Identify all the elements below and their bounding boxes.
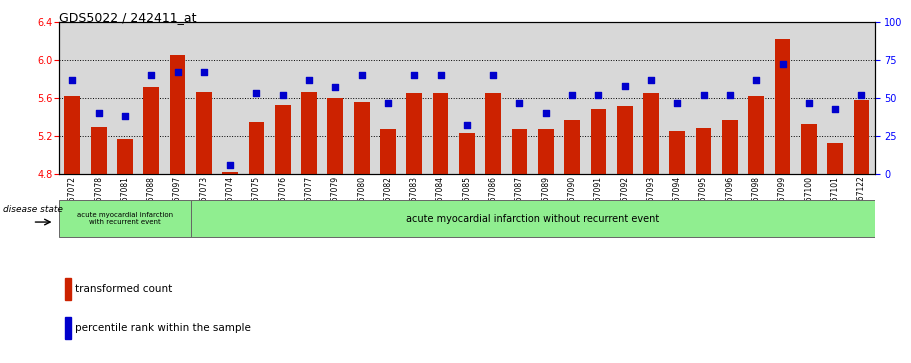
Point xyxy=(512,100,527,106)
Bar xyxy=(564,120,580,174)
Point xyxy=(354,72,369,78)
Bar xyxy=(537,130,554,174)
Bar xyxy=(722,120,738,174)
Point xyxy=(170,69,185,75)
Bar xyxy=(512,130,527,174)
Text: transformed count: transformed count xyxy=(75,284,172,294)
Bar xyxy=(91,127,107,174)
Point xyxy=(223,162,238,168)
Point xyxy=(828,106,843,111)
Point xyxy=(144,72,159,78)
Point xyxy=(118,113,132,119)
Point xyxy=(407,72,422,78)
Bar xyxy=(353,102,370,174)
Bar xyxy=(406,93,422,174)
Point xyxy=(749,77,763,83)
Text: acute myocardial infarction without recurrent event: acute myocardial infarction without recu… xyxy=(406,214,660,224)
Bar xyxy=(196,92,211,174)
Point xyxy=(670,100,684,106)
Point xyxy=(775,62,790,68)
Text: disease state: disease state xyxy=(3,205,63,214)
Bar xyxy=(118,139,133,174)
Text: percentile rank within the sample: percentile rank within the sample xyxy=(75,323,251,333)
Bar xyxy=(222,172,238,174)
Point xyxy=(486,72,500,78)
Bar xyxy=(774,39,791,174)
Point xyxy=(381,100,395,106)
Bar xyxy=(249,122,264,174)
Bar xyxy=(696,127,711,174)
Bar xyxy=(670,131,685,174)
Text: GDS5022 / 242411_at: GDS5022 / 242411_at xyxy=(59,11,197,24)
Point xyxy=(696,92,711,98)
Point xyxy=(591,92,606,98)
Bar xyxy=(827,143,843,174)
Bar xyxy=(433,93,448,174)
Bar xyxy=(65,317,71,339)
Bar xyxy=(302,92,317,174)
Point xyxy=(565,92,579,98)
Bar xyxy=(169,55,186,174)
Bar xyxy=(801,124,816,174)
Text: acute myocardial infarction
with recurrent event: acute myocardial infarction with recurre… xyxy=(77,212,173,225)
FancyBboxPatch shape xyxy=(190,200,875,237)
Bar xyxy=(854,100,869,174)
Point xyxy=(722,92,737,98)
Point xyxy=(275,92,290,98)
Point xyxy=(302,77,316,83)
Point xyxy=(459,123,474,129)
Bar xyxy=(590,109,607,174)
Bar xyxy=(486,93,501,174)
Bar xyxy=(65,278,71,301)
Bar xyxy=(380,129,396,174)
FancyBboxPatch shape xyxy=(59,200,190,237)
Point xyxy=(644,77,659,83)
Point xyxy=(538,110,553,116)
Point xyxy=(802,100,816,106)
Bar xyxy=(143,87,159,174)
Bar xyxy=(459,133,475,174)
Point xyxy=(855,92,869,98)
Point xyxy=(197,69,211,75)
Bar xyxy=(748,96,764,174)
Point xyxy=(618,83,632,89)
Point xyxy=(250,90,264,96)
Point xyxy=(434,72,448,78)
Bar xyxy=(327,98,343,174)
Bar xyxy=(65,96,80,174)
Bar xyxy=(643,93,659,174)
Bar xyxy=(617,106,632,174)
Point xyxy=(65,77,79,83)
Bar xyxy=(275,105,291,174)
Point xyxy=(91,110,106,116)
Point xyxy=(328,85,343,90)
